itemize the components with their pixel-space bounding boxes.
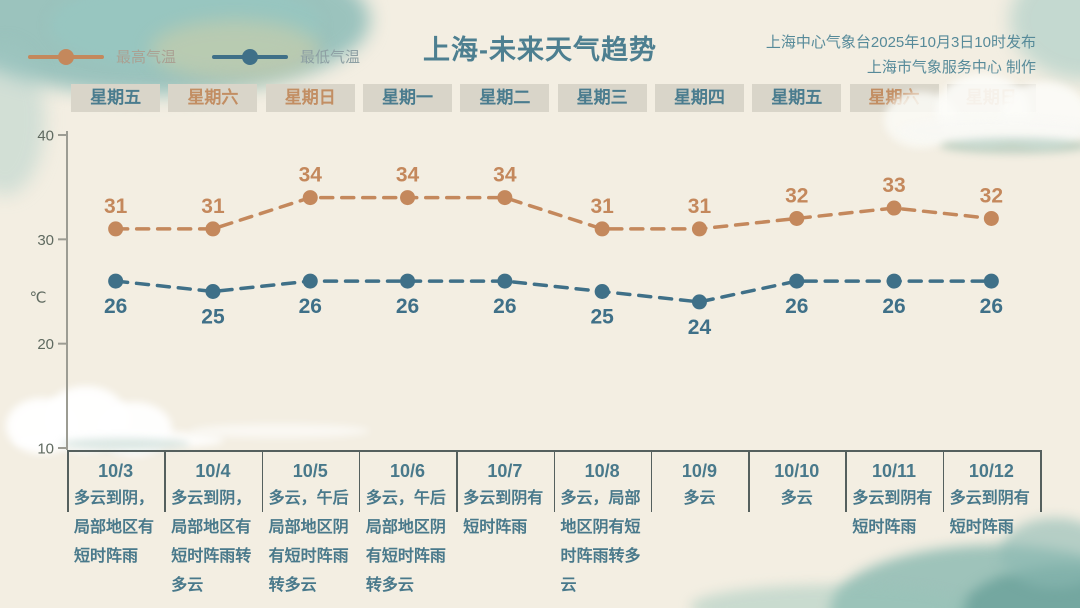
low-temp-value-label: 26 <box>396 295 419 318</box>
y-tick-label: 40 <box>37 128 54 145</box>
high-temp-value-label: 31 <box>688 195 712 218</box>
table-cell-10/6: 10/6 多云，午后局部地区阴有短时阵雨转多云 <box>361 452 454 600</box>
high-temp-value-label: 34 <box>493 164 517 187</box>
y-tick-label: 10 <box>37 441 54 458</box>
high-temp-value-label: 34 <box>299 164 323 187</box>
high-temp-point <box>789 210 805 226</box>
column-divider <box>748 450 750 512</box>
page-title: 上海-未来天气趋势 <box>423 35 657 65</box>
high-temp-point <box>400 190 416 206</box>
column-divider <box>845 450 847 512</box>
date-label: 10/11 <box>872 461 917 481</box>
date-label: 10/10 <box>774 461 820 481</box>
high-temp-value-label: 31 <box>590 195 614 218</box>
column-divider <box>942 450 945 512</box>
weekday-box-10/7: 星期二 <box>460 84 550 112</box>
low-temp-value-label: 26 <box>299 295 322 318</box>
high-temp-point <box>983 210 999 226</box>
high-temp-value-label: 33 <box>882 174 905 197</box>
weekday-box-10/8: 星期三 <box>557 84 647 112</box>
low-temp-value-label: 26 <box>980 295 1003 318</box>
weather-description: 多云，午后局部地区阴有短时阵雨转多云 <box>365 490 446 594</box>
date-label: 10/5 <box>292 461 328 481</box>
publisher-info: 上海中心气象台2025年10月3日10时发布 上海市气象服务中心 制作 <box>766 30 1036 80</box>
weather-description: 多云，午后局部地区阴有短时阵雨转多云 <box>268 490 349 594</box>
weather-description: 多云 <box>780 490 813 507</box>
weather-description: 多云，局部地区阴有短时阵雨转多云 <box>560 490 641 594</box>
weekday-box-10/6: 星期一 <box>363 84 453 112</box>
weather-description: 多云到阴有短时阵雨 <box>949 490 1030 536</box>
low-temp-point <box>205 284 221 299</box>
y-tick-label: 20 <box>37 336 54 353</box>
low-temp-point <box>983 273 999 289</box>
table-cell-10/4: 10/4 多云到阴，局部地区有短时阵雨转多云 <box>166 452 259 600</box>
high-temp-point <box>886 200 902 216</box>
high-temp-value-label: 32 <box>785 184 808 207</box>
low-temp-value-label: 24 <box>688 316 712 339</box>
table-cell-10/12: 10/12 多云到阴有短时阵雨 <box>945 452 1038 542</box>
table-cell-10/3: 10/3 多云到阴，局部地区有短时阵雨 <box>69 452 162 571</box>
column-divider <box>67 450 69 512</box>
publisher-line-2: 上海市气象服务中心 制作 <box>866 59 1036 76</box>
y-axis-unit-label: ℃ <box>30 290 47 307</box>
weekday-box-10/9: 星期四 <box>654 84 744 112</box>
weather-description: 多云到阴有短时阵雨 <box>463 490 544 536</box>
column-divider <box>261 450 264 512</box>
publisher-line-1: 上海中心气象台2025年10月3日10时发布 <box>765 34 1036 51</box>
low-temp-value-label: 25 <box>590 306 614 329</box>
weather-description: 多云到阴，局部地区有短时阵雨 <box>74 490 155 565</box>
low-temp-value-label: 26 <box>493 295 516 318</box>
low-temp-point <box>302 273 318 289</box>
date-label: 10/12 <box>968 461 1014 481</box>
column-divider <box>553 450 555 512</box>
low-temp-value-label: 26 <box>104 295 127 318</box>
table-cell-10/9: 10/9 多云 <box>653 452 746 513</box>
high-temp-point <box>108 221 124 237</box>
low-temp-value-label: 26 <box>882 295 905 318</box>
weather-description: 多云到阴，局部地区有短时阵雨转多云 <box>171 490 252 594</box>
low-temp-value-label: 25 <box>201 306 225 329</box>
low-temp-point <box>886 273 902 289</box>
table-cell-10/5: 10/5 多云，午后局部地区阴有短时阵雨转多云 <box>264 452 357 600</box>
date-label: 10/9 <box>681 461 717 481</box>
date-label: 10/3 <box>98 461 134 481</box>
weather-description: 多云 <box>683 490 716 507</box>
weather-description: 多云到阴有短时阵雨 <box>852 490 933 536</box>
table-cell-10/10: 10/10 多云 <box>750 452 843 513</box>
high-temp-value-label: 32 <box>980 184 1003 207</box>
column-divider <box>650 450 653 512</box>
table-cell-10/8: 10/8 多云，局部地区阴有短时阵雨转多云 <box>556 452 649 600</box>
high-temp-value-label: 31 <box>201 195 225 218</box>
date-label: 10/7 <box>487 461 523 481</box>
low-temp-point <box>400 273 416 289</box>
high-temp-point <box>594 221 610 237</box>
low-temp-point <box>594 284 610 299</box>
column-divider <box>456 450 458 512</box>
high-temp-point <box>205 221 221 237</box>
date-label: 10/6 <box>390 461 426 481</box>
high-temp-value-label: 31 <box>104 195 128 218</box>
high-temp-point <box>302 190 318 206</box>
low-temp-point <box>497 273 513 289</box>
high-temp-point <box>497 190 513 206</box>
low-temp-point <box>789 273 805 289</box>
column-divider <box>1040 450 1042 512</box>
table-cell-10/7: 10/7 多云到阴有短时阵雨 <box>458 452 551 542</box>
date-label: 10/4 <box>195 461 231 481</box>
high-temp-value-label: 34 <box>396 164 420 187</box>
column-divider <box>164 450 166 512</box>
low-temp-value-label: 26 <box>785 295 808 318</box>
low-temp-line <box>113 279 994 304</box>
y-tick-label: 30 <box>37 232 54 249</box>
low-temp-point <box>108 273 124 289</box>
high-temp-point <box>691 221 707 237</box>
column-divider <box>358 450 361 512</box>
low-temp-point <box>691 294 707 310</box>
weekday-box-10/10: 星期五 <box>752 84 842 112</box>
high-temp-line <box>113 195 994 231</box>
table-cell-10/11: 10/11 多云到阴有短时阵雨 <box>847 452 940 542</box>
date-label: 10/8 <box>584 461 620 481</box>
